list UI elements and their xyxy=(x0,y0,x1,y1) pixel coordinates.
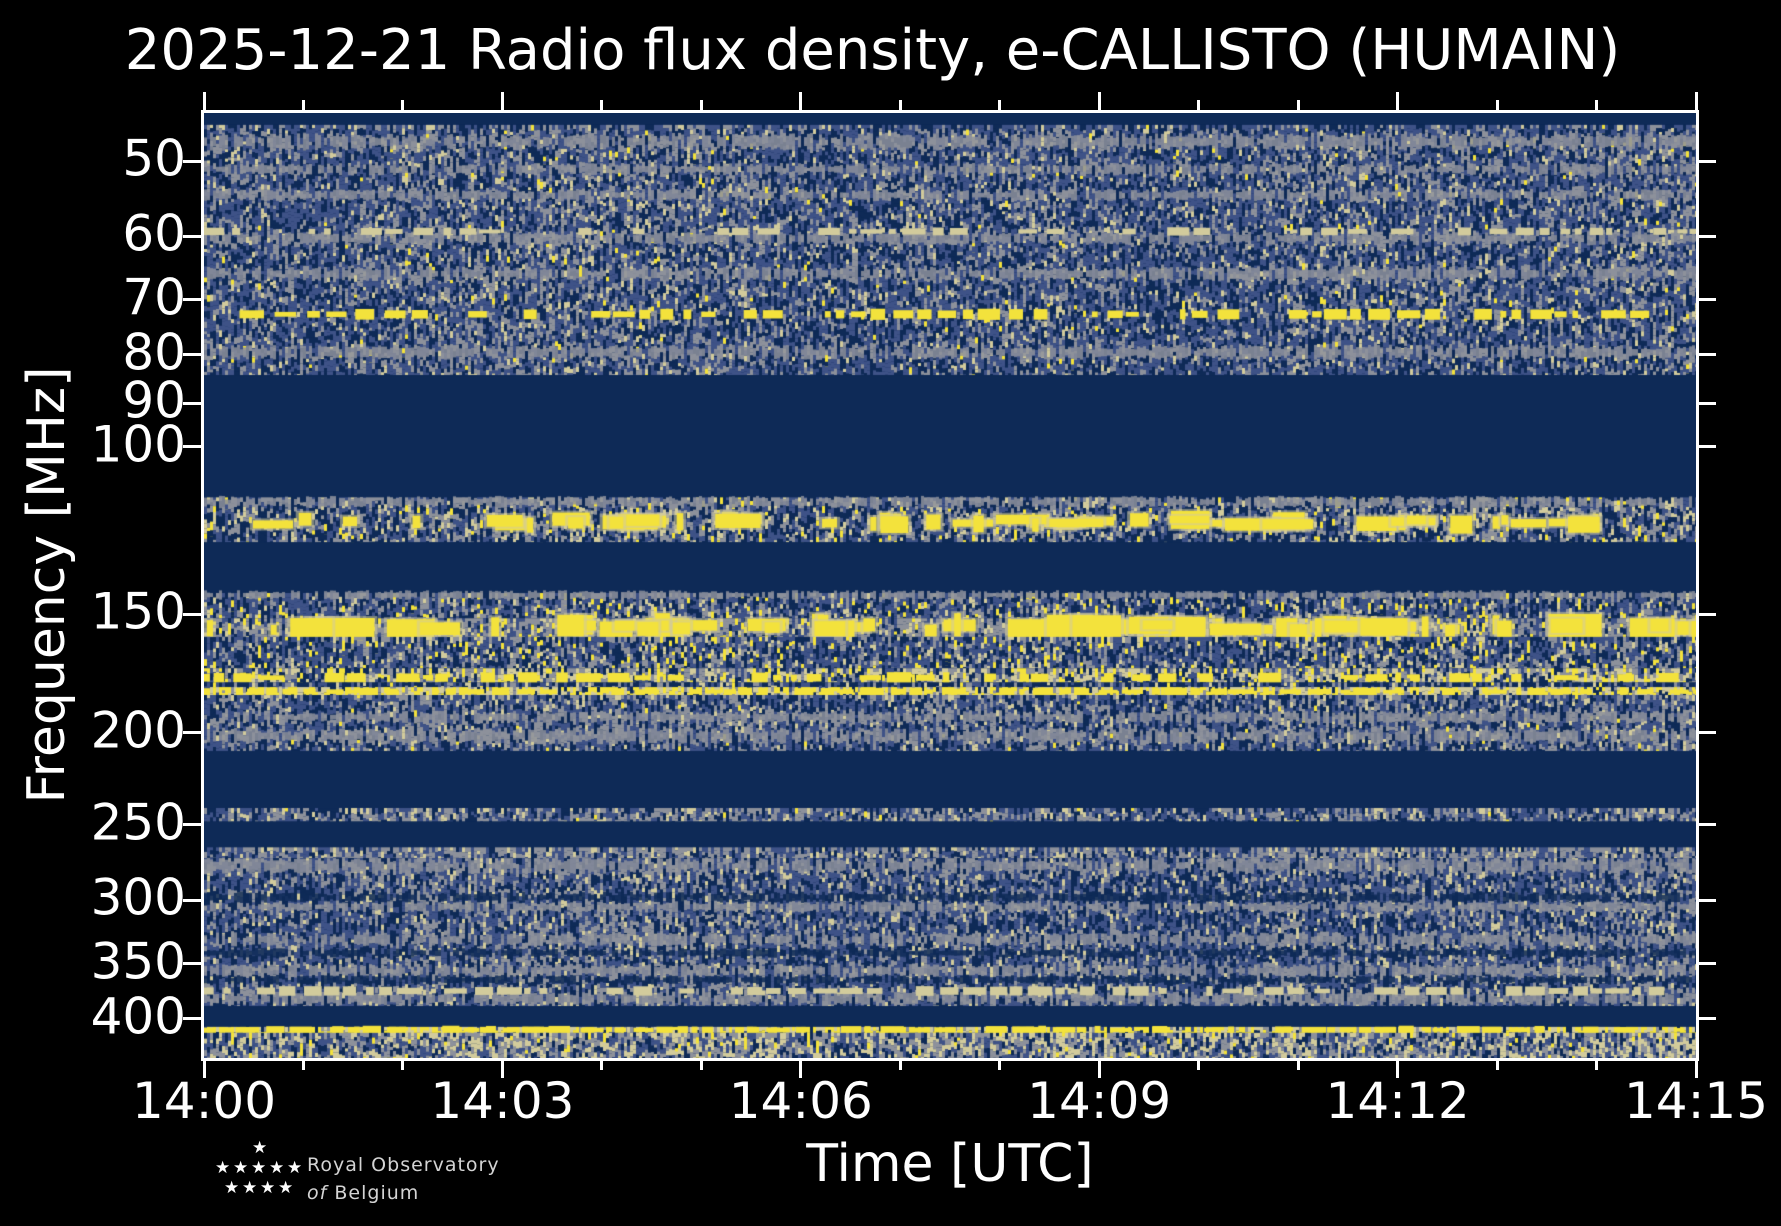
x-tick-label: 14:00 xyxy=(131,1072,277,1130)
tick-mark xyxy=(1296,1060,1300,1070)
tick-mark xyxy=(183,898,201,902)
y-tick-label: 50 xyxy=(122,129,186,188)
tick-mark xyxy=(202,1060,206,1078)
tick-mark xyxy=(183,962,201,966)
y-tick-label: 90 xyxy=(122,372,186,431)
tick-mark xyxy=(600,1060,604,1070)
x-tick-label: 14:09 xyxy=(1027,1072,1172,1130)
tick-mark xyxy=(1296,100,1300,110)
tick-mark xyxy=(1396,92,1400,110)
tick-mark xyxy=(1595,1060,1599,1070)
tick-mark xyxy=(799,92,803,110)
y-tick-label: 100 xyxy=(90,415,186,474)
tick-mark xyxy=(600,100,604,110)
tick-mark xyxy=(1495,1060,1499,1070)
tick-mark xyxy=(1698,159,1716,163)
tick-mark xyxy=(401,1060,405,1070)
tick-mark xyxy=(1698,612,1716,616)
tick-mark xyxy=(500,92,504,110)
tick-mark xyxy=(1097,1060,1101,1078)
tick-mark xyxy=(1698,298,1716,302)
tick-mark xyxy=(401,100,405,110)
tick-mark xyxy=(183,234,201,238)
tick-mark xyxy=(1698,1017,1716,1021)
royal-observatory-logo: ★ ★ ★ ★ ★ ★ ★ ★ ★ ★ Royal Observatory of Belgium xyxy=(195,1140,625,1220)
star-icon: ★ xyxy=(242,1178,258,1198)
tick-mark xyxy=(183,731,201,735)
tick-mark xyxy=(500,1060,504,1078)
tick-mark xyxy=(998,1060,1002,1070)
tick-mark xyxy=(1698,898,1716,902)
y-tick-label: 250 xyxy=(90,793,186,852)
y-tick-label: 150 xyxy=(90,582,186,641)
tick-mark xyxy=(898,100,902,110)
star-icon: ★ xyxy=(224,1178,240,1198)
star-icon: ★ xyxy=(287,1158,303,1178)
logo-text: Royal Observatory of Belgium xyxy=(307,1152,500,1207)
tick-mark xyxy=(301,1060,305,1070)
tick-mark xyxy=(301,100,305,110)
spectrogram-heatmap xyxy=(204,113,1696,1058)
tick-mark xyxy=(1698,731,1716,735)
y-tick-label: 400 xyxy=(90,987,186,1046)
tick-mark xyxy=(1396,1060,1400,1078)
tick-mark xyxy=(1595,100,1599,110)
tick-mark xyxy=(699,1060,703,1070)
tick-mark xyxy=(183,298,201,302)
y-tick-label: 60 xyxy=(122,204,186,263)
tick-mark xyxy=(183,823,201,827)
tick-mark xyxy=(183,1017,201,1021)
tick-mark xyxy=(1197,1060,1201,1070)
star-icon: ★ xyxy=(215,1158,231,1178)
tick-mark xyxy=(1698,962,1716,966)
star-icon: ★ xyxy=(252,1138,268,1158)
star-icon: ★ xyxy=(269,1158,285,1178)
tick-mark xyxy=(799,1060,803,1078)
tick-mark xyxy=(1097,92,1101,110)
x-axis-label: Time [UTC] xyxy=(806,1134,1094,1194)
logo-line2: of Belgium xyxy=(307,1181,420,1204)
tick-mark xyxy=(998,100,1002,110)
y-tick-label: 70 xyxy=(122,268,186,327)
star-icon: ★ xyxy=(233,1158,249,1178)
y-tick-label: 350 xyxy=(90,932,186,991)
tick-mark xyxy=(183,159,201,163)
tick-mark xyxy=(699,100,703,110)
tick-mark xyxy=(183,445,201,449)
tick-mark xyxy=(183,353,201,357)
x-tick-label: 14:03 xyxy=(430,1072,575,1130)
y-tick-label: 300 xyxy=(90,868,186,927)
tick-mark xyxy=(1694,92,1698,110)
x-tick-label: 14:15 xyxy=(1623,1072,1769,1130)
tick-mark xyxy=(202,92,206,110)
tick-mark xyxy=(183,401,201,405)
star-icon: ★ xyxy=(251,1158,267,1178)
y-tick-label: 80 xyxy=(122,323,186,382)
tick-mark xyxy=(1698,823,1716,827)
tick-mark xyxy=(1698,234,1716,238)
logo-line1: Royal Observatory xyxy=(307,1154,500,1176)
x-tick-label: 14:06 xyxy=(728,1072,873,1130)
tick-mark xyxy=(1495,100,1499,110)
y-tick-label: 200 xyxy=(90,701,186,760)
tick-mark xyxy=(1698,445,1716,449)
x-tick-label: 14:12 xyxy=(1325,1072,1470,1130)
tick-mark xyxy=(1698,401,1716,405)
star-icon: ★ xyxy=(278,1178,294,1198)
tick-mark xyxy=(1694,1060,1698,1078)
tick-mark xyxy=(1197,100,1201,110)
tick-mark xyxy=(183,612,201,616)
tick-mark xyxy=(1698,353,1716,357)
tick-mark xyxy=(898,1060,902,1070)
chart-title: 2025-12-21 Radio flux density, e-CALLIST… xyxy=(124,18,1621,83)
star-icon: ★ xyxy=(260,1178,276,1198)
y-axis-label: Frequency [MHz] xyxy=(17,366,77,804)
